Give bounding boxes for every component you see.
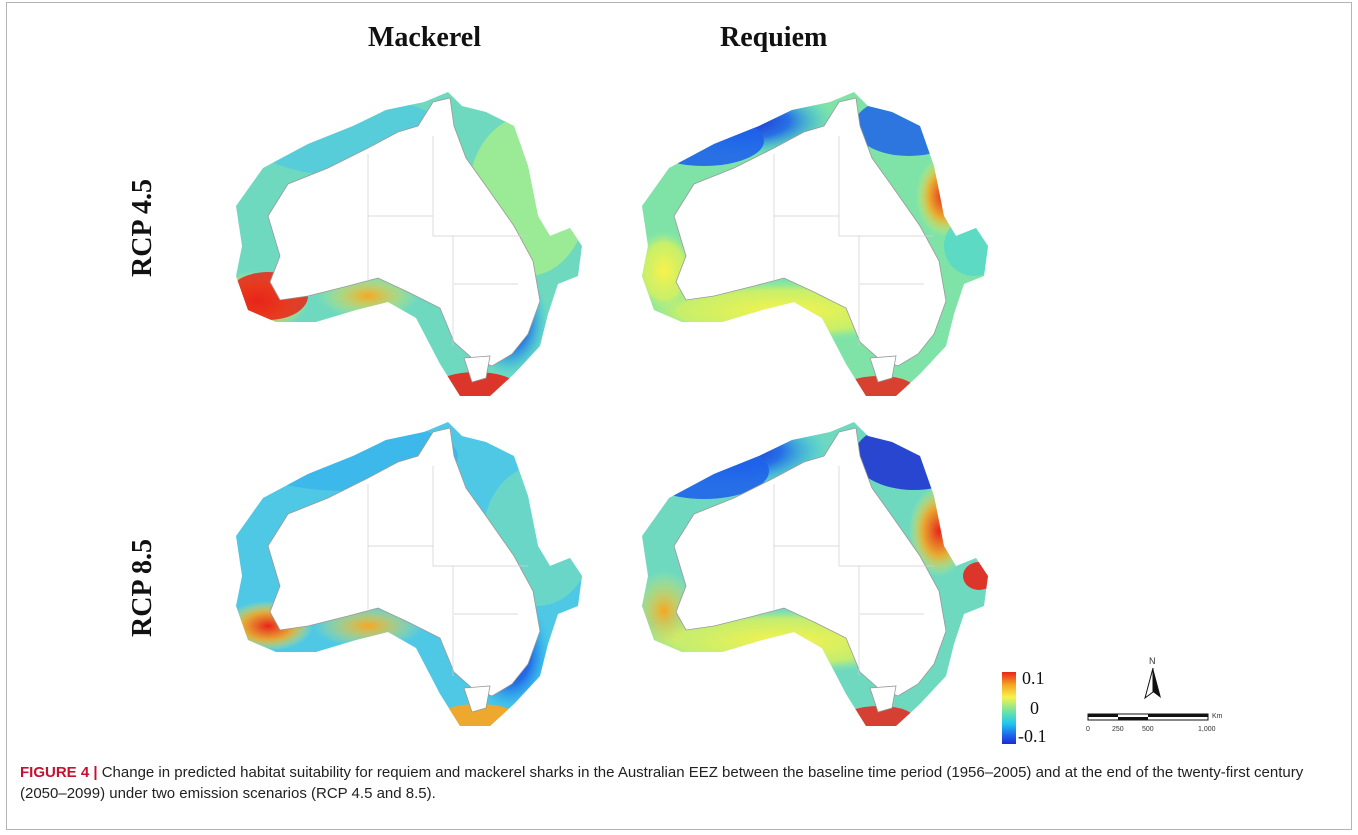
map-requiem-rcp45 <box>642 92 988 396</box>
scale-tick-1000: 1,000 <box>1198 726 1216 733</box>
north-label: N <box>1149 656 1156 666</box>
scale-tick-250: 250 <box>1112 726 1124 733</box>
legend-max-label: 0.1 <box>1022 668 1045 688</box>
column-header-mackerel: Mackerel <box>368 22 481 53</box>
scale-tick-500: 500 <box>1142 726 1154 733</box>
legend-min-label: -0.1 <box>1018 726 1047 746</box>
map-mackerel-rcp45 <box>236 92 582 396</box>
north-arrow-icon <box>1144 667 1161 700</box>
legend-colorbar <box>1002 672 1016 744</box>
legend-mid-label: 0 <box>1030 698 1039 718</box>
figure-frame <box>6 2 1352 830</box>
map-requiem-rcp85 <box>642 422 988 726</box>
scale-unit-label: Km <box>1212 713 1223 720</box>
scale-tick-0: 0 <box>1086 726 1090 733</box>
scale-bar <box>1087 713 1209 721</box>
caption-text: Change in predicted habitat suitability … <box>20 764 1304 802</box>
caption-label: FIGURE 4 | <box>20 764 98 781</box>
figure-caption: FIGURE 4 | Change in predicted habitat s… <box>20 762 1338 804</box>
map-mackerel-rcp85 <box>236 422 582 726</box>
column-header-requiem: Requiem <box>720 22 828 53</box>
